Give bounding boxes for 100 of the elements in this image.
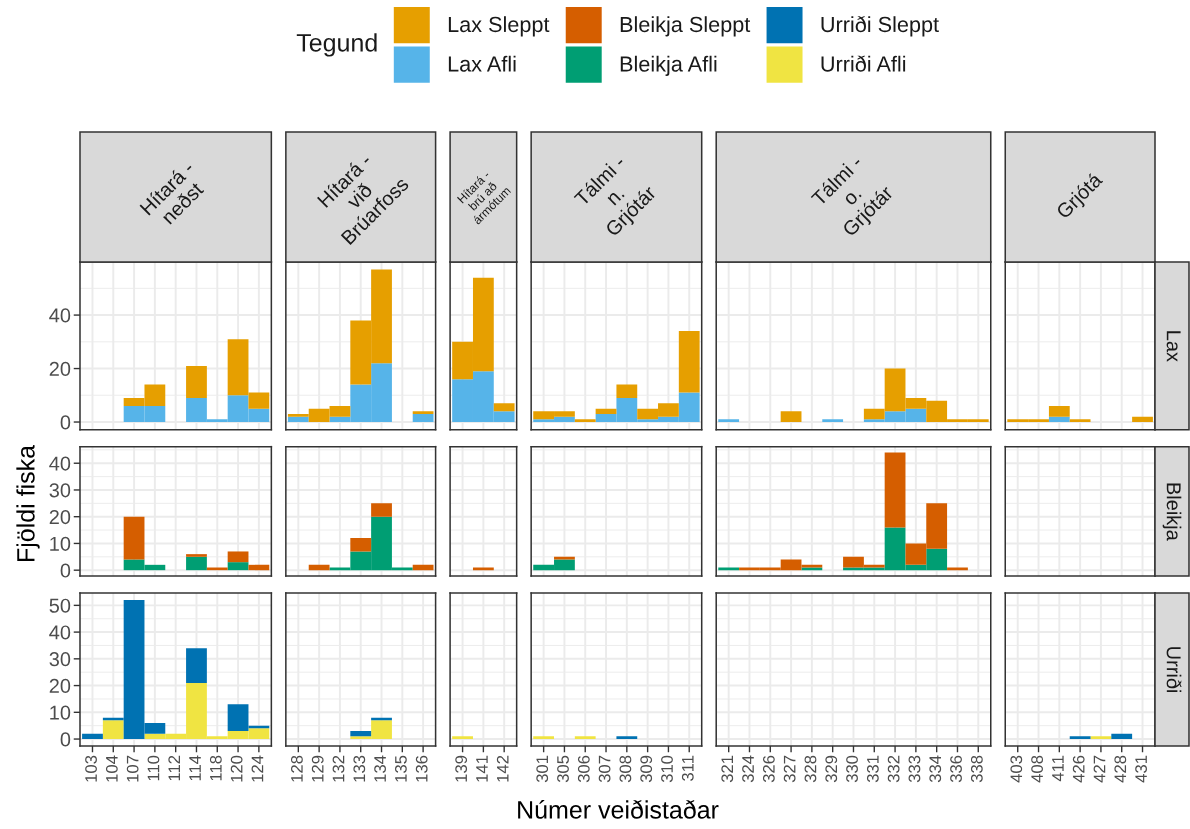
x-tick-label: 338: [970, 755, 983, 783]
x-tick-label: 307: [598, 755, 611, 783]
x-tick-label: 330: [846, 755, 858, 783]
legend-label: Lax Afli: [448, 55, 516, 72]
y-tick-label: 10: [50, 536, 71, 551]
x-tick-label: 128: [291, 755, 303, 782]
legend-label: Urriði Sleppt: [821, 15, 939, 37]
x-tick-label: 324: [742, 755, 754, 783]
x-tick-label: 114: [189, 755, 201, 781]
x-tick-label: 308: [619, 755, 632, 783]
bar: [371, 503, 392, 517]
y-tick-label: 0: [60, 415, 71, 430]
x-tick-label: 431: [1135, 755, 1147, 783]
x-tick-label: 103: [85, 755, 97, 782]
x-tick-label: 309: [640, 755, 653, 783]
y-tick-label: 0: [60, 732, 71, 747]
x-tick-label: 311: [681, 755, 694, 781]
x-tick-label: 107: [126, 755, 139, 782]
bar: [287, 416, 309, 423]
text: Bleikja: [1162, 483, 1182, 541]
bar: [308, 564, 330, 571]
x-tick-label: 124: [251, 755, 264, 782]
x-tick-label: 427: [1093, 755, 1106, 783]
x-tick-label: 326: [762, 755, 775, 783]
y-tick-label: 40: [49, 625, 71, 640]
bar: [102, 720, 124, 740]
x-tick-label: 329: [825, 755, 838, 783]
y-tick-label: 20: [49, 509, 71, 525]
legend-label: Lax Sleppt: [448, 16, 550, 37]
bar: [595, 408, 617, 415]
x-tick-label: 112: [168, 755, 180, 781]
bar: [248, 564, 270, 571]
bar: [350, 538, 372, 552]
bar: [616, 384, 638, 398]
legend-label: Bleikja Sleppt: [620, 16, 751, 37]
x-tick-label: 136: [415, 755, 428, 782]
x-axis-title: Númer veiðistaðar: [518, 799, 719, 819]
y-tick-label: 30: [49, 652, 71, 667]
x-tick-label: 306: [577, 755, 590, 783]
text: Lax: [1166, 331, 1181, 362]
x-tick-label: 104: [105, 755, 118, 782]
x-tick-label: 321: [721, 755, 734, 783]
bar: [186, 554, 207, 557]
bar: [493, 403, 515, 412]
bar: [412, 411, 434, 415]
y-tick-label: 40: [49, 456, 71, 471]
bar: [412, 564, 434, 571]
legend-label: Urriði Afli: [821, 55, 906, 72]
legend-title: Tegund: [296, 33, 377, 57]
x-tick-label: 327: [783, 755, 796, 783]
bar: [186, 556, 207, 571]
x-tick-label: 426: [1072, 755, 1085, 783]
bar: [123, 516, 145, 560]
x-tick-label: 403: [1010, 755, 1023, 783]
x-tick-label: 142: [496, 755, 509, 782]
x-tick-label: 428: [1114, 755, 1127, 783]
x-tick-label: 133: [353, 755, 366, 782]
bar: [412, 414, 434, 423]
x-tick-label: 129: [311, 755, 324, 782]
bar: [227, 551, 249, 563]
y-tick-label: 10: [50, 705, 71, 720]
x-tick-label: 305: [557, 755, 569, 783]
x-tick-label: 328: [804, 755, 817, 783]
bar: [780, 411, 802, 423]
x-tick-label: 301: [536, 755, 549, 783]
bar: [718, 419, 740, 423]
x-tick-label: 118: [209, 755, 222, 781]
x-tick-label: 411: [1052, 755, 1064, 782]
x-tick-label: 332: [887, 755, 900, 783]
y-tick-label: 40: [49, 308, 71, 323]
x-tick-label: 134: [374, 755, 386, 782]
y-tick-label: 0: [60, 563, 71, 578]
bar: [227, 562, 249, 571]
text: Urriði: [1166, 647, 1182, 693]
x-tick-label: 110: [147, 755, 160, 781]
x-tick-label: 333: [908, 755, 921, 783]
x-tick-label: 408: [1031, 755, 1043, 783]
bar: [350, 731, 372, 737]
y-tick-label: 20: [49, 678, 71, 694]
x-tick-label: 336: [950, 755, 962, 783]
bar: [82, 733, 103, 740]
x-tick-label: 310: [661, 755, 673, 783]
y-tick-label: 30: [49, 483, 71, 498]
x-tick-label: 139: [455, 755, 468, 782]
y-axis-title: Fjöldi fiska: [16, 444, 40, 561]
bar: [186, 648, 207, 683]
x-tick-label: 135: [394, 755, 407, 782]
x-tick-label: 334: [929, 755, 942, 783]
bar: [574, 419, 596, 423]
x-tick-label: 331: [866, 755, 879, 783]
legend-label: Bleikja Afli: [620, 55, 717, 76]
bar: [678, 331, 700, 393]
bar: [822, 419, 844, 423]
x-tick-label: 141: [476, 755, 488, 782]
x-tick-label: 120: [230, 755, 243, 782]
x-tick-label: 132: [332, 755, 345, 782]
bar: [884, 452, 906, 528]
y-tick-label: 20: [49, 361, 71, 376]
bar: [186, 365, 207, 398]
y-tick-label: 50: [49, 598, 71, 613]
